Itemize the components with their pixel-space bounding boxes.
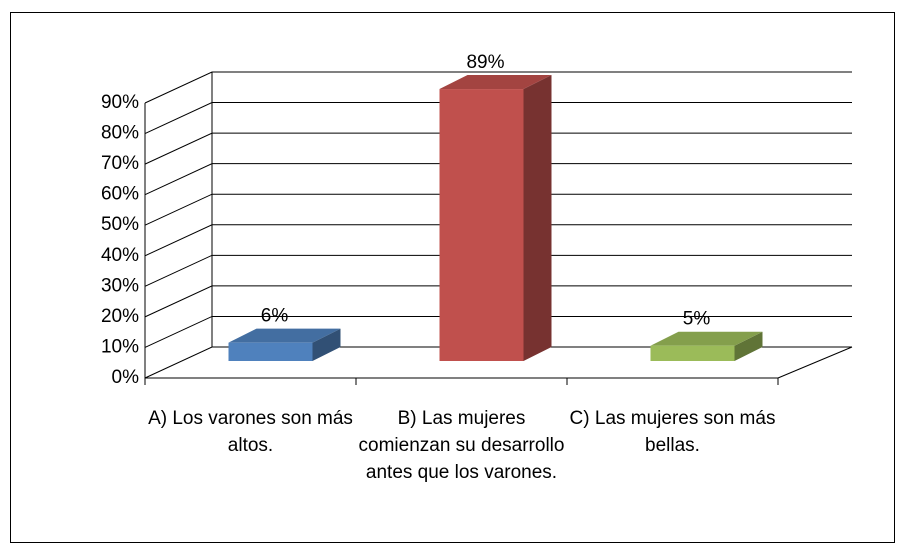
bar-side: [312, 328, 341, 361]
grid-line: [144, 224, 852, 257]
grid-line: [144, 163, 852, 196]
y-tick-label: 60%: [101, 184, 139, 205]
floor-edge: [777, 346, 853, 379]
y-tick-label: 30%: [101, 275, 139, 296]
x-tick-label: B) Las mujeres comienzan su desarrollo a…: [358, 408, 565, 483]
grid-line: [144, 132, 852, 165]
y-tick-label: 40%: [101, 245, 139, 266]
grid-line: [144, 71, 852, 104]
bar-top: [650, 331, 763, 346]
y-tick-label: 10%: [101, 336, 139, 357]
grid-line: [144, 285, 852, 318]
y-tick-label: 80%: [101, 123, 139, 144]
bar: [228, 342, 313, 361]
data-label: 6%: [261, 306, 289, 327]
grid-line: [144, 193, 852, 226]
x-tick-label: C) Las mujeres son más bellas.: [569, 408, 776, 456]
grid-line: [144, 346, 852, 379]
y-tick-label: 90%: [101, 92, 139, 113]
data-label: 89%: [466, 52, 504, 73]
bar-side: [734, 331, 763, 361]
y-tick-label: 20%: [101, 306, 139, 327]
x-tick-label: A) Los varones son más altos.: [148, 408, 353, 456]
grid-line: [144, 102, 852, 135]
bar: [439, 89, 524, 362]
bar-top: [439, 75, 552, 90]
grid-line: [144, 315, 852, 348]
y-tick-label: 0%: [112, 367, 140, 388]
y-tick-label: 50%: [101, 214, 139, 235]
bar: [650, 345, 735, 361]
y-tick-label: 70%: [101, 153, 139, 174]
bar-side: [523, 75, 552, 362]
grid-line: [144, 254, 852, 287]
data-label: 5%: [683, 309, 711, 330]
bar-top: [228, 328, 341, 343]
